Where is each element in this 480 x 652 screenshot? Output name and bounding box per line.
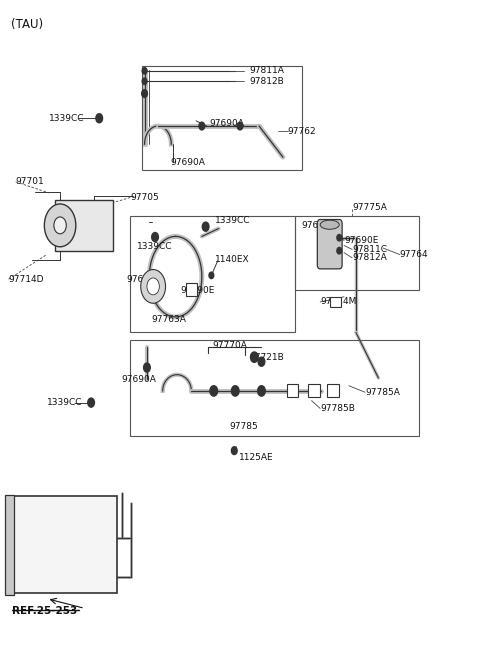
- Text: 97812A: 97812A: [352, 254, 387, 262]
- Text: 1140EX: 1140EX: [215, 255, 250, 263]
- Text: (TAU): (TAU): [11, 18, 43, 31]
- Bar: [186, 283, 197, 296]
- Text: 1339CC: 1339CC: [215, 216, 251, 225]
- FancyBboxPatch shape: [55, 200, 113, 250]
- Bar: [295, 216, 419, 290]
- Text: 97714D: 97714D: [9, 274, 44, 284]
- FancyBboxPatch shape: [317, 220, 342, 269]
- Circle shape: [152, 233, 158, 242]
- Circle shape: [258, 357, 265, 366]
- Bar: [327, 385, 339, 398]
- Bar: [130, 216, 295, 333]
- Text: 97690E: 97690E: [344, 236, 378, 244]
- Circle shape: [141, 269, 166, 303]
- Text: 97763A: 97763A: [152, 315, 187, 324]
- Text: 97633B: 97633B: [301, 221, 336, 230]
- Circle shape: [54, 217, 66, 234]
- Bar: [142, 67, 302, 170]
- Bar: [287, 385, 298, 398]
- Text: 97785B: 97785B: [320, 404, 355, 413]
- Text: 97705: 97705: [130, 193, 159, 202]
- Circle shape: [209, 272, 214, 278]
- Circle shape: [337, 235, 342, 241]
- Text: 97764: 97764: [400, 250, 429, 259]
- Text: 97690E: 97690E: [180, 286, 215, 295]
- Circle shape: [96, 113, 103, 123]
- Circle shape: [142, 68, 147, 74]
- Circle shape: [88, 398, 95, 407]
- Text: 1339CC: 1339CC: [49, 113, 84, 123]
- Text: 97811A: 97811A: [250, 67, 285, 76]
- Ellipse shape: [320, 220, 339, 230]
- Text: 97690A: 97690A: [209, 119, 244, 128]
- Text: 1125AE: 1125AE: [239, 453, 273, 462]
- Bar: [10, 496, 117, 593]
- Text: 97770A: 97770A: [212, 341, 247, 350]
- Text: 97785: 97785: [229, 422, 258, 431]
- Circle shape: [199, 122, 204, 130]
- Text: 97690A: 97690A: [171, 158, 205, 167]
- Bar: [330, 297, 341, 307]
- Circle shape: [142, 90, 147, 97]
- Circle shape: [144, 363, 150, 372]
- Text: 1339CC: 1339CC: [47, 398, 82, 407]
- Circle shape: [337, 248, 342, 254]
- Text: 97762: 97762: [288, 126, 316, 136]
- Text: 97690A: 97690A: [121, 375, 156, 384]
- Text: REF.25-253: REF.25-253: [12, 606, 77, 616]
- Text: 1339CC: 1339CC: [137, 243, 173, 251]
- Text: 97812B: 97812B: [250, 77, 284, 86]
- Text: 97775A: 97775A: [352, 203, 387, 213]
- Circle shape: [258, 386, 265, 396]
- Circle shape: [231, 386, 239, 396]
- Circle shape: [202, 222, 209, 231]
- Bar: [5, 495, 14, 595]
- Text: 97690F: 97690F: [126, 274, 160, 284]
- Text: 97714M: 97714M: [320, 297, 357, 306]
- Bar: [308, 385, 320, 398]
- Text: 97721B: 97721B: [250, 353, 284, 362]
- Circle shape: [251, 352, 258, 363]
- Circle shape: [237, 122, 243, 130]
- Text: 97701: 97701: [16, 177, 45, 186]
- Circle shape: [142, 78, 147, 85]
- Text: 97785A: 97785A: [365, 388, 400, 396]
- Circle shape: [44, 204, 76, 247]
- Circle shape: [231, 447, 237, 454]
- Circle shape: [147, 278, 159, 295]
- Bar: [130, 340, 419, 436]
- Text: 97811C: 97811C: [352, 245, 387, 254]
- Circle shape: [210, 386, 217, 396]
